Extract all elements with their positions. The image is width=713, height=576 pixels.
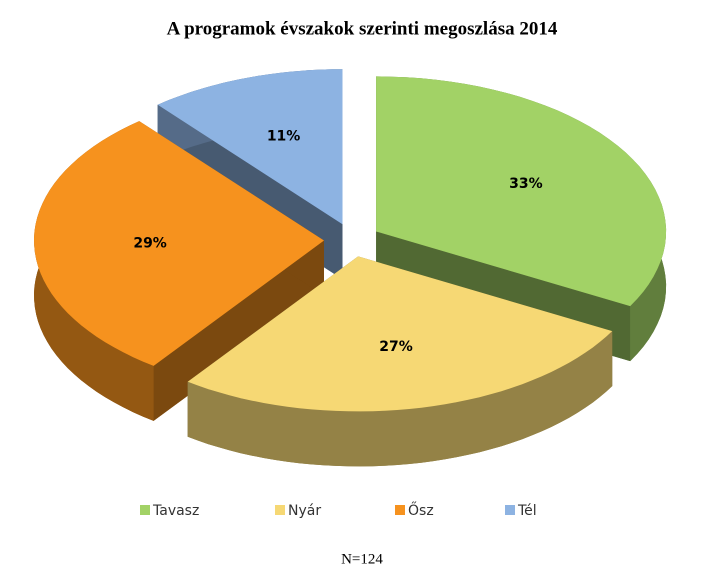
legend-swatch — [140, 505, 150, 515]
data-label: 33% — [509, 176, 543, 192]
legend-swatch — [395, 505, 405, 515]
legend-swatch — [505, 505, 515, 515]
chart-title: A programok évszakok szerinti megoszlása… — [167, 18, 558, 39]
legend-swatch — [275, 505, 285, 515]
slice-top — [187, 256, 613, 412]
slice-outer-wall — [187, 331, 613, 467]
legend-label: Ősz — [408, 501, 434, 519]
slice-top — [376, 76, 667, 307]
data-label: 29% — [133, 235, 167, 251]
slice: 27% — [187, 256, 613, 467]
legend-label: Tél — [517, 503, 537, 519]
slice-top — [157, 69, 343, 225]
legend-label: Nyár — [288, 503, 321, 519]
data-label: 11% — [267, 129, 301, 145]
slice-top — [34, 121, 325, 366]
legend-label: Tavasz — [152, 503, 199, 519]
data-label: 27% — [379, 339, 413, 355]
note: N=124 — [341, 551, 383, 567]
